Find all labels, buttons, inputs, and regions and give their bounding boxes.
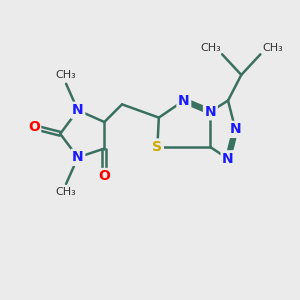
Text: S: S [152,140,162,154]
Text: CH₃: CH₃ [56,188,76,197]
Text: CH₃: CH₃ [200,43,221,53]
Text: O: O [28,120,40,134]
Text: N: N [230,122,241,136]
Text: N: N [205,105,216,119]
Text: CH₃: CH₃ [56,70,76,80]
Text: CH₃: CH₃ [262,43,283,53]
Text: N: N [72,103,84,117]
Text: N: N [222,152,234,166]
Text: O: O [98,169,110,184]
Text: N: N [178,94,190,107]
Text: N: N [72,150,84,164]
